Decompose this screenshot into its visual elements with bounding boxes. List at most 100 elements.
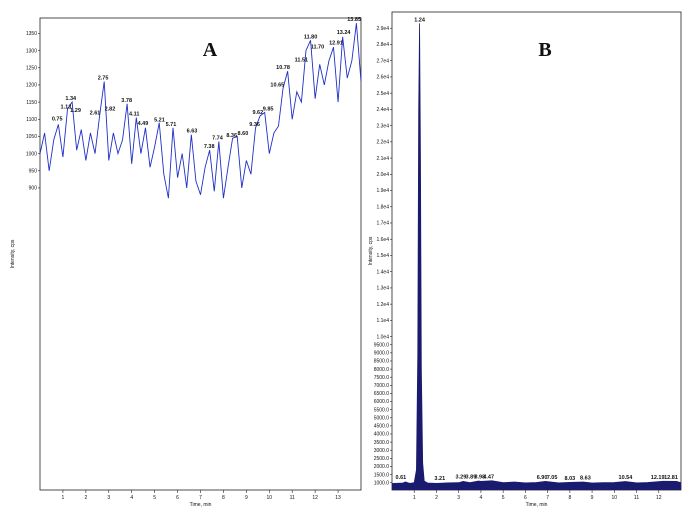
y-tick-label: 1.7e4 bbox=[376, 221, 389, 227]
y-tick-label: 2.5e4 bbox=[376, 91, 389, 97]
peak-label: 3.21 bbox=[434, 476, 445, 482]
trace-line bbox=[39, 23, 362, 199]
x-tick-label: 9 bbox=[245, 495, 248, 501]
y-tick-label: 8500.0 bbox=[374, 359, 390, 365]
y-tick-label: 4500.0 bbox=[374, 424, 390, 430]
y-tick-label: 1300 bbox=[26, 48, 37, 54]
y-tick-label: 1000.0 bbox=[374, 480, 390, 486]
peak-label: 6.90 bbox=[537, 475, 548, 481]
y-tick-label: 1.2e4 bbox=[376, 302, 389, 308]
y-tick-label: 1350 bbox=[26, 31, 37, 37]
y-tick-label: 1.9e4 bbox=[376, 188, 389, 194]
y-tick-label: 9000.0 bbox=[374, 351, 390, 357]
peak-label: 12.91 bbox=[329, 40, 343, 46]
x-tick-label: 3 bbox=[457, 495, 460, 501]
peak-label: 6.63 bbox=[187, 129, 198, 135]
y-tick-label: 1150 bbox=[26, 100, 37, 106]
y-tick-label: 2.2e4 bbox=[376, 140, 389, 146]
peak-label: 12.19 bbox=[651, 475, 665, 481]
peak-label: 1.24 bbox=[414, 17, 426, 23]
x-tick-label: 13 bbox=[335, 495, 341, 501]
peak-label: 7.05 bbox=[547, 475, 558, 481]
y-tick-label: 8000.0 bbox=[374, 367, 390, 373]
y-tick-label: 5500.0 bbox=[374, 407, 390, 413]
y-tick-label: 1250 bbox=[26, 65, 37, 71]
y-axis-label: Intensity, cps bbox=[10, 239, 16, 268]
chart-title: B bbox=[538, 39, 551, 61]
y-tick-label: 1.0e4 bbox=[376, 334, 389, 340]
peak-label: 5.21 bbox=[154, 117, 165, 123]
y-tick-label: 6000.0 bbox=[374, 399, 390, 405]
x-tick-label: 11 bbox=[634, 495, 639, 501]
peak-label: 5.71 bbox=[166, 122, 177, 128]
peak-label: 1.29 bbox=[70, 108, 81, 114]
x-tick-label: 5 bbox=[153, 495, 156, 501]
y-tick-label: 1.4e4 bbox=[376, 269, 389, 275]
y-tick-label: 4000.0 bbox=[374, 432, 390, 438]
x-tick-label: 1 bbox=[413, 495, 416, 501]
y-tick-label: 1.3e4 bbox=[376, 286, 389, 292]
x-axis-label: Time, min bbox=[190, 502, 212, 508]
trace-line bbox=[391, 23, 682, 484]
plot-frame bbox=[39, 17, 362, 491]
x-tick-label: 3 bbox=[107, 495, 110, 501]
peak-label: 9.85 bbox=[263, 106, 274, 112]
y-tick-label: 2.0e4 bbox=[376, 172, 389, 178]
peak-label: 11.80 bbox=[304, 34, 317, 40]
peak-label: 10.78 bbox=[276, 65, 290, 71]
y-tick-label: 1.8e4 bbox=[376, 204, 389, 210]
peak-label: 8.60 bbox=[238, 131, 249, 137]
x-tick-label: 11 bbox=[290, 495, 295, 501]
peak-label: 0.61 bbox=[396, 475, 407, 481]
x-tick-label: 6 bbox=[524, 495, 527, 501]
peak-label: 10.54 bbox=[619, 475, 634, 481]
y-tick-label: 1500.0 bbox=[374, 472, 390, 478]
chart-title: A bbox=[203, 39, 218, 61]
peak-label: 4.47 bbox=[483, 474, 494, 480]
peak-label: 9.36 bbox=[249, 122, 260, 128]
y-tick-label: 2.7e4 bbox=[376, 58, 389, 64]
peak-label: 8.63 bbox=[580, 476, 591, 482]
x-tick-label: 6 bbox=[176, 495, 179, 501]
x-tick-label: 9 bbox=[591, 495, 594, 501]
y-tick-label: 2.3e4 bbox=[376, 123, 389, 129]
y-tick-label: 1000 bbox=[26, 151, 37, 157]
x-tick-label: 8 bbox=[222, 495, 225, 501]
y-tick-label: 1.5e4 bbox=[376, 253, 389, 259]
peak-label: 7.38 bbox=[204, 144, 215, 150]
y-tick-label: 1.6e4 bbox=[376, 237, 389, 243]
peak-label: 4.11 bbox=[129, 112, 139, 118]
peak-label: 13.85 bbox=[347, 17, 361, 23]
y-tick-label: 2.9e4 bbox=[376, 26, 389, 32]
peak-label: 10.65 bbox=[270, 82, 284, 88]
y-tick-label: 1200 bbox=[26, 83, 37, 89]
x-axis-label: Time, min bbox=[526, 502, 548, 508]
x-tick-label: 12 bbox=[312, 495, 318, 501]
peak-label: 2.61 bbox=[90, 111, 101, 117]
peak-label: 9.62 bbox=[252, 110, 263, 116]
peak-label: 8.36 bbox=[226, 133, 237, 139]
peak-label: 2.82 bbox=[105, 106, 116, 112]
peak-label: 3.98 bbox=[474, 474, 485, 480]
x-tick-label: 7 bbox=[199, 495, 202, 501]
x-tick-label: 8 bbox=[568, 495, 571, 501]
peak-label: 3.29 bbox=[456, 475, 467, 481]
y-tick-label: 950 bbox=[29, 168, 38, 174]
x-tick-label: 10 bbox=[612, 495, 618, 501]
y-tick-label: 3000.0 bbox=[374, 448, 390, 454]
trace-area bbox=[392, 23, 681, 491]
y-tick-label: 6500.0 bbox=[374, 391, 390, 397]
peak-label: 0.75 bbox=[52, 117, 63, 123]
y-tick-label: 5000.0 bbox=[374, 415, 390, 421]
x-tick-label: 1 bbox=[62, 495, 65, 501]
peak-label: 2.75 bbox=[98, 76, 109, 82]
y-tick-label: 2.6e4 bbox=[376, 75, 389, 81]
peak-label: 7.74 bbox=[212, 136, 224, 142]
peak-label: 8.03 bbox=[564, 476, 575, 482]
y-tick-label: 2000.0 bbox=[374, 464, 390, 470]
peak-label: 13.24 bbox=[337, 30, 352, 36]
peak-label: 3.89 bbox=[466, 474, 477, 480]
y-tick-label: 2500.0 bbox=[374, 456, 390, 462]
